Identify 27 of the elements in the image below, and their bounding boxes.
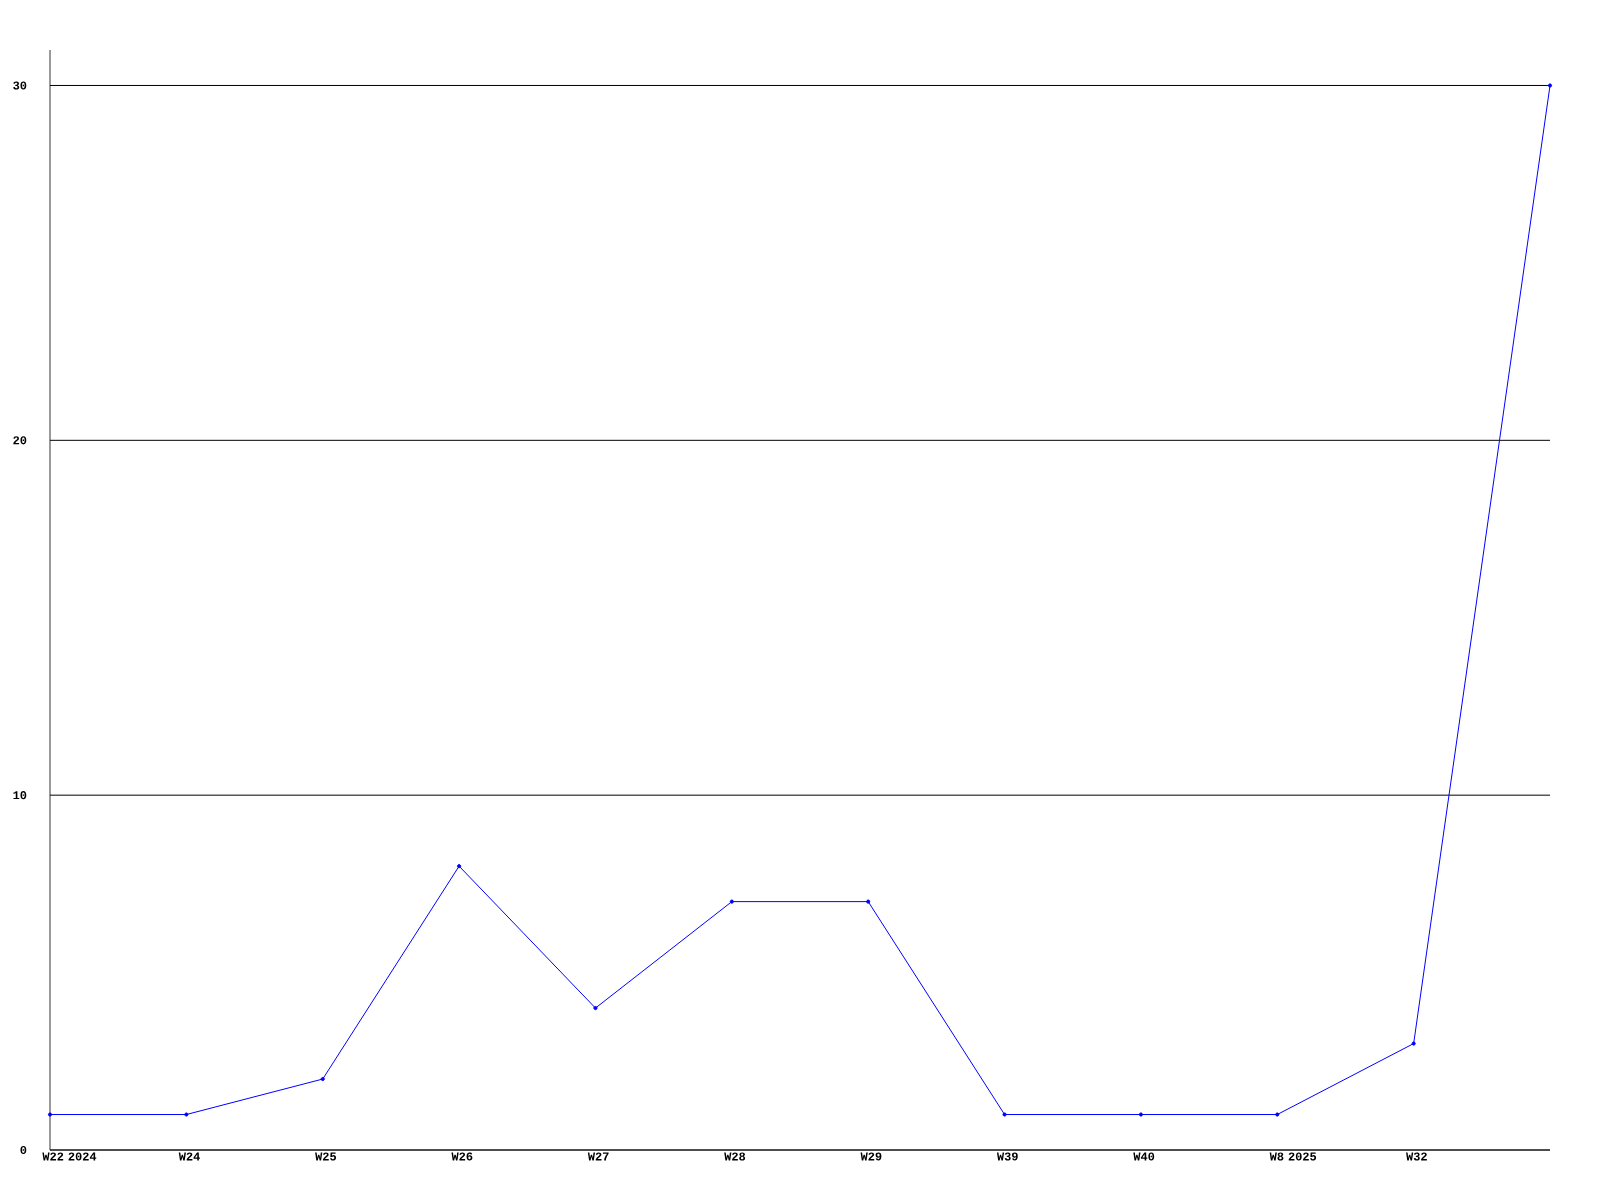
y-tick-label: 30: [13, 81, 27, 90]
x-tick-label: W28: [724, 1152, 746, 1161]
x-tick-label: W25: [315, 1152, 337, 1161]
point: [184, 1112, 189, 1117]
point: [320, 1076, 325, 1082]
point: [866, 899, 871, 904]
x-tick-label: W22 2024: [42, 1152, 97, 1161]
x-tick-label: W27: [587, 1152, 609, 1161]
x-tick-label: W40: [1133, 1152, 1155, 1161]
point: [1275, 1112, 1280, 1117]
point: [47, 1112, 53, 1117]
x-tick-label: W32: [1406, 1152, 1427, 1161]
y-tick-label: 0: [20, 1145, 27, 1155]
point: [1138, 1112, 1144, 1117]
point: [593, 1005, 598, 1011]
x-tick-label: W29: [860, 1152, 882, 1161]
y-tick-label: 20: [13, 436, 27, 445]
point: [1411, 1041, 1416, 1046]
point: [457, 864, 462, 869]
point: [1547, 83, 1553, 88]
x-tick-label: W24: [178, 1152, 200, 1161]
point: [729, 899, 734, 904]
x-tick-label: W39: [996, 1152, 1018, 1161]
x-tick-label: W26: [451, 1152, 473, 1161]
x-tick-label: W8 2025: [1269, 1152, 1317, 1161]
y-tick-label: 10: [13, 791, 27, 800]
point: [1002, 1112, 1007, 1117]
